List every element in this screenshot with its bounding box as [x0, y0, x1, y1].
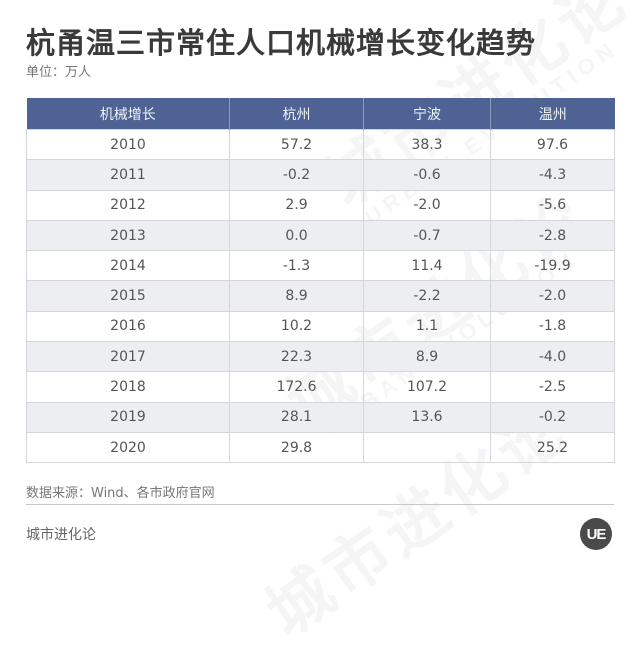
- year-cell: 2014: [26, 250, 230, 282]
- table-row: 2015 8.9 -2.2 -2.0: [26, 280, 615, 312]
- year-cell: 2020: [26, 431, 230, 464]
- wenzhou-cell: -4.0: [490, 341, 615, 373]
- ningbo-cell: 11.4: [363, 250, 491, 282]
- wenzhou-cell: -1.8: [490, 310, 615, 343]
- year-cell: 2012: [26, 189, 230, 221]
- ningbo-cell: 38.3: [363, 128, 491, 161]
- year-cell: 2016: [26, 310, 230, 343]
- ningbo-cell: 13.6: [363, 401, 491, 433]
- ningbo-cell: 1.1: [363, 310, 491, 343]
- year-cell: 2018: [26, 371, 230, 403]
- column-header-ningbo: 宁波: [363, 98, 491, 130]
- table-row: 2018 172.6 107.2 -2.5: [26, 371, 615, 403]
- unit-label: 单位：万人: [26, 65, 92, 80]
- table-row: 2017 22.3 8.9 -4.0: [26, 341, 615, 373]
- column-header-wenzhou: 温州: [490, 98, 615, 130]
- year-cell: 2013: [26, 219, 230, 252]
- brand-name: 城市进化论: [26, 527, 96, 543]
- table-row: 2010 57.2 38.3 97.6: [26, 128, 615, 161]
- ningbo-cell: -2.2: [363, 280, 491, 312]
- column-header-category: 机械增长: [26, 98, 230, 130]
- table-header-row: 机械增长 杭州 宁波 温州: [26, 98, 615, 130]
- wenzhou-cell: -4.3: [490, 159, 615, 191]
- page-title: 杭甬温三市常住人口机械增长变化趋势: [26, 26, 537, 60]
- hangzhou-cell: 172.6: [229, 371, 364, 403]
- table-row: 2014 -1.3 11.4 -19.9: [26, 250, 615, 282]
- table-row: 2012 2.9 -2.0 -5.6: [26, 189, 615, 221]
- hangzhou-cell: 22.3: [229, 341, 364, 373]
- table-row: 2013 0.0 -0.7 -2.8: [26, 219, 615, 252]
- logo-text: UE: [586, 525, 607, 543]
- hangzhou-cell: -0.2: [229, 159, 364, 191]
- hangzhou-cell: 57.2: [229, 128, 364, 161]
- wenzhou-cell: -2.0: [490, 280, 615, 312]
- hangzhou-cell: 8.9: [229, 280, 364, 312]
- year-cell: 2011: [26, 159, 230, 191]
- data-source-note: 数据来源：Wind、各市政府官网: [26, 486, 215, 501]
- wenzhou-cell: 97.6: [490, 128, 615, 161]
- wenzhou-cell: -2.5: [490, 371, 615, 403]
- wenzhou-cell: -0.2: [490, 401, 615, 433]
- year-cell: 2019: [26, 401, 230, 433]
- table-row: 2016 10.2 1.1 -1.8: [26, 310, 615, 343]
- hangzhou-cell: 0.0: [229, 219, 364, 252]
- wenzhou-cell: -2.8: [490, 219, 615, 252]
- year-cell: 2017: [26, 341, 230, 373]
- ningbo-cell: -2.0: [363, 189, 491, 221]
- footer-divider: [26, 504, 614, 505]
- hangzhou-cell: 10.2: [229, 310, 364, 343]
- data-table: 机械增长 杭州 宁波 温州 2010 57.2 38.3 97.6 2011 -…: [26, 98, 615, 464]
- table-row: 2011 -0.2 -0.6 -4.3: [26, 159, 615, 191]
- ningbo-cell: [363, 431, 491, 464]
- year-cell: 2010: [26, 128, 230, 161]
- table-row: 2020 29.8 25.2: [26, 431, 615, 464]
- year-cell: 2015: [26, 280, 230, 312]
- ningbo-cell: -0.7: [363, 219, 491, 252]
- hangzhou-cell: 29.8: [229, 431, 364, 464]
- hangzhou-cell: 2.9: [229, 189, 364, 221]
- ningbo-cell: -0.6: [363, 159, 491, 191]
- hangzhou-cell: -1.3: [229, 250, 364, 282]
- wenzhou-cell: 25.2: [490, 431, 615, 464]
- ningbo-cell: 8.9: [363, 341, 491, 373]
- brand-logo-icon: UE: [580, 518, 612, 550]
- ningbo-cell: 107.2: [363, 371, 491, 403]
- wenzhou-cell: -19.9: [490, 250, 615, 282]
- column-header-hangzhou: 杭州: [229, 98, 364, 130]
- hangzhou-cell: 28.1: [229, 401, 364, 433]
- wenzhou-cell: -5.6: [490, 189, 615, 221]
- table-row: 2019 28.1 13.6 -0.2: [26, 401, 615, 433]
